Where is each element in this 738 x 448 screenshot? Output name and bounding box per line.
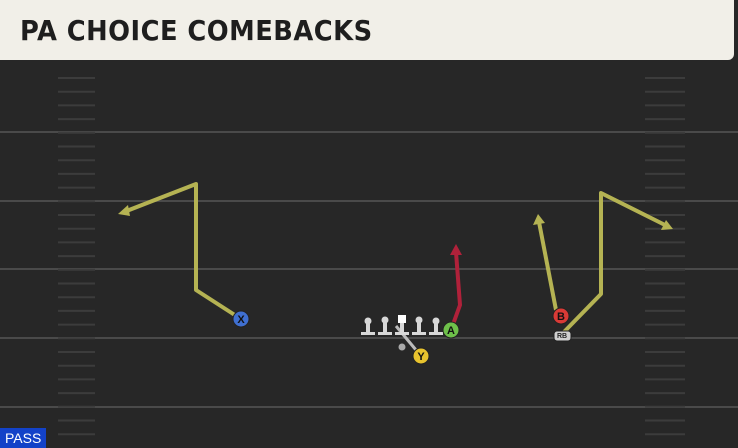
player-label: B	[557, 311, 565, 323]
player-x: X	[232, 310, 250, 328]
play-title: PA CHOICE COMEBACKS	[20, 14, 373, 47]
player-label: X	[237, 314, 245, 326]
player-b: B	[552, 307, 570, 325]
player-label: Y	[417, 351, 425, 363]
yard-lines	[0, 131, 738, 408]
player-rb: RB	[553, 330, 572, 342]
linemen	[361, 315, 443, 351]
hash-marks	[58, 77, 685, 436]
header: PA CHOICE COMEBACKS	[0, 0, 734, 60]
player-y: Y	[412, 347, 430, 365]
play-type-tag: PASS	[0, 428, 47, 448]
player-label: A	[447, 325, 455, 337]
player-a: A	[442, 321, 460, 339]
player-label: RB	[557, 333, 567, 340]
